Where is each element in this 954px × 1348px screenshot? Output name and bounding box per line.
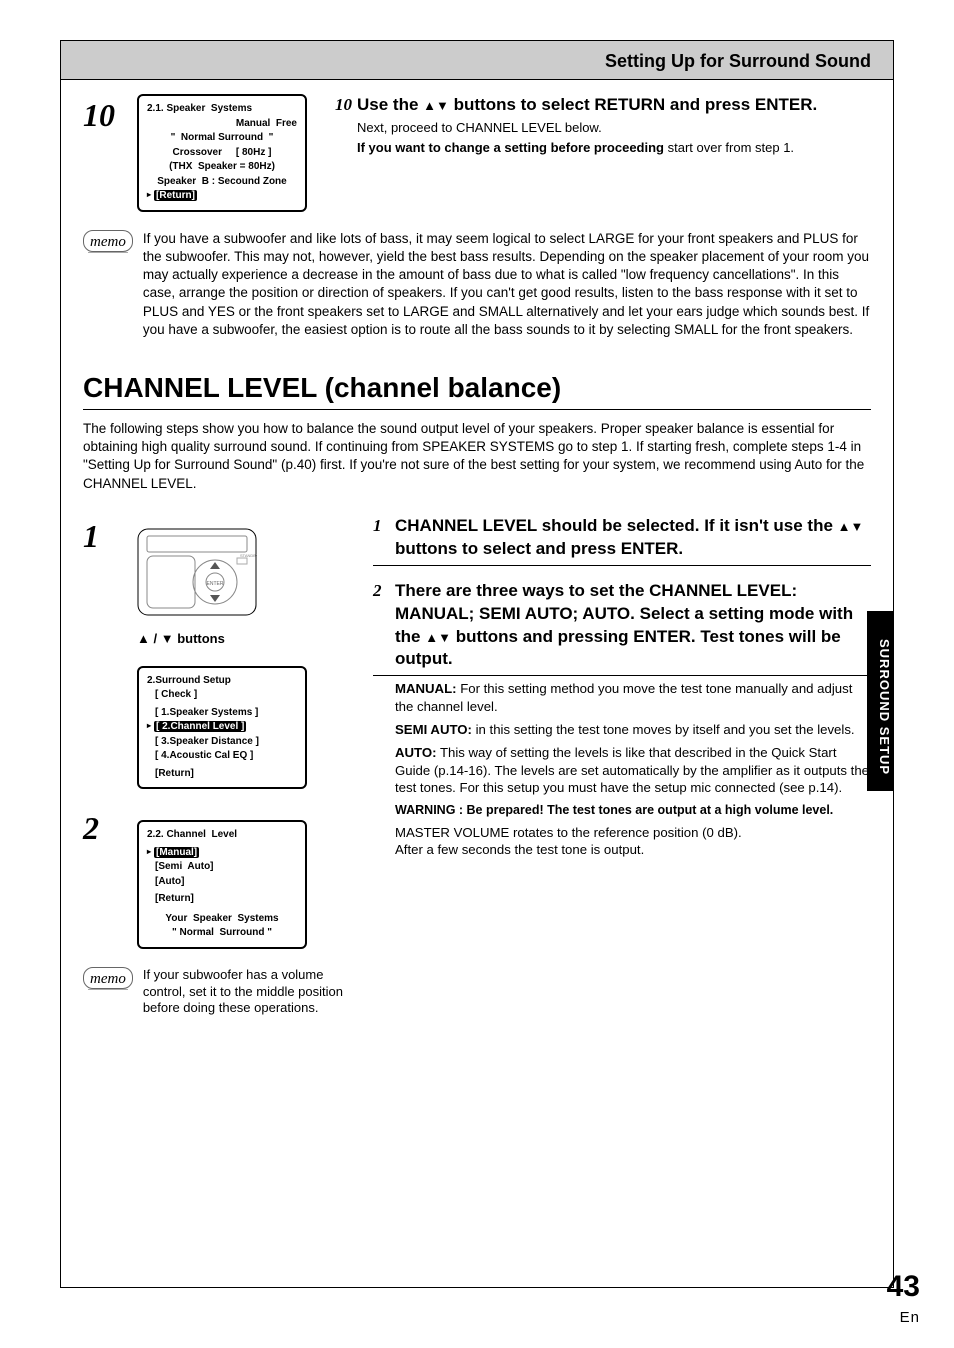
osd-thx: (THX Speaker = 80Hz) bbox=[147, 160, 297, 174]
osd-item-selected: [ 2.Channel Level ] bbox=[147, 720, 297, 734]
osd-line: " Normal Surround " bbox=[147, 131, 297, 145]
memo-row-1: memo If you have a subwoofer and like lo… bbox=[83, 230, 871, 339]
step-10-sub2: If you want to change a setting before p… bbox=[357, 139, 871, 157]
updown-buttons-label: ▲ / ▼ buttons bbox=[137, 630, 343, 648]
body-text: in this setting the test tone moves by i… bbox=[472, 722, 855, 737]
steps-two-col: 1 ENTER STANDBY bbox=[83, 515, 871, 1018]
up-triangle-icon: ▲ bbox=[137, 631, 150, 646]
page-number-block: 43 En bbox=[887, 1267, 920, 1328]
memo-row-2: memo If your subwoofer has a volume cont… bbox=[83, 967, 343, 1018]
osd-crossover: Crossover [ 80Hz ] bbox=[147, 146, 297, 160]
osd-speaker-b: Speaker B : Secound Zone bbox=[147, 175, 297, 189]
memo-badge: memo bbox=[83, 967, 133, 989]
lead-label: AUTO: bbox=[395, 745, 437, 760]
page-content: 10 2.1. Speaker Systems Manual Free " No… bbox=[61, 80, 893, 1039]
step-2-body: MANUAL: For this setting method you move… bbox=[395, 680, 871, 859]
step-10-instruction: 10 Use the ▲▼ buttons to select RETURN a… bbox=[335, 94, 871, 212]
step-1-number: 1 bbox=[83, 515, 131, 558]
osd-item: [ 3.Speaker Distance ] bbox=[155, 735, 297, 749]
left-column: 1 ENTER STANDBY bbox=[83, 515, 343, 1018]
step-10-row: 10 2.1. Speaker Systems Manual Free " No… bbox=[83, 94, 871, 212]
step-10-sub1: Next, proceed to CHANNEL LEVEL below. bbox=[357, 119, 871, 137]
osd-return-highlight: [Return] bbox=[154, 190, 197, 201]
body-text: This way of setting the levels is like t… bbox=[395, 745, 869, 796]
osd-screen-surround-setup: 2.Surround Setup [ Check ] [ 1.Speaker S… bbox=[137, 666, 307, 790]
osd-item: [ 4.Acoustic Cal EQ ] bbox=[155, 749, 297, 763]
right-column: 1 CHANNEL LEVEL should be selected. If i… bbox=[373, 515, 871, 1018]
memo-text: If you have a subwoofer and like lots of… bbox=[143, 230, 871, 339]
label-text: buttons bbox=[174, 631, 225, 646]
tail-text: After a few seconds the test tone is out… bbox=[395, 841, 871, 859]
osd-item: [ 1.Speaker Systems ] bbox=[155, 706, 297, 720]
manual-desc: MANUAL: For this setting method you move… bbox=[395, 680, 871, 716]
memo-badge: memo bbox=[83, 230, 133, 252]
svg-text:STANDBY: STANDBY bbox=[240, 553, 257, 558]
channel-level-heading: CHANNEL LEVEL (channel balance) bbox=[83, 369, 871, 410]
bold-text: If you want to change a setting before p… bbox=[357, 140, 664, 155]
lead-label: MANUAL: bbox=[395, 681, 457, 696]
heading-text: buttons to select and press ENTER. bbox=[395, 539, 683, 558]
warning-text: WARNING : Be prepared! The test tones ar… bbox=[395, 802, 871, 818]
osd-manual-selected: [Manual] bbox=[147, 846, 297, 860]
right-step-2: 2 There are three ways to set the CHANNE… bbox=[373, 580, 871, 860]
osd-auto: [Auto] bbox=[155, 875, 297, 889]
osd-return-row: [Return] bbox=[147, 189, 297, 203]
body-text: For this setting method you move the tes… bbox=[395, 681, 852, 714]
heading-text: Use the bbox=[357, 95, 423, 114]
heading-text: buttons and pressing ENTER. Test tones w… bbox=[395, 627, 841, 669]
page-language: En bbox=[887, 1308, 920, 1328]
up-down-icon: ▲▼ bbox=[425, 630, 451, 645]
osd-title: 2.1. Speaker Systems bbox=[147, 102, 297, 116]
side-tab-surround-setup: SURROUND SETUP bbox=[867, 611, 893, 791]
osd-title: 2.Surround Setup bbox=[147, 674, 297, 688]
lead-label: SEMI AUTO: bbox=[395, 722, 472, 737]
osd-title: 2.2. Channel Level bbox=[147, 828, 297, 842]
svg-text:ENTER: ENTER bbox=[207, 581, 224, 587]
step-10-number: 10 bbox=[83, 94, 131, 212]
semiauto-desc: SEMI AUTO: in this setting the test tone… bbox=[395, 721, 871, 739]
tail-text: MASTER VOLUME rotates to the reference p… bbox=[395, 824, 871, 842]
up-down-icon: ▲▼ bbox=[423, 98, 449, 113]
osd-return: [Return] bbox=[155, 767, 297, 781]
remote-svg: ENTER STANDBY bbox=[137, 528, 257, 616]
osd-return: [Return] bbox=[155, 892, 297, 906]
osd-screen-channel-level: 2.2. Channel Level [Manual] [Semi Auto] … bbox=[137, 820, 307, 949]
osd-highlight: [ 2.Channel Level ] bbox=[154, 721, 246, 732]
osd-footer: " Normal Surround " bbox=[147, 926, 297, 940]
step-2-heading: There are three ways to set the CHANNEL … bbox=[395, 580, 871, 672]
page-number: 43 bbox=[887, 1267, 920, 1308]
plain-text: start over from step 1. bbox=[668, 140, 794, 155]
slash: / bbox=[150, 631, 161, 646]
step-2-number: 2 bbox=[83, 807, 131, 850]
osd-highlight: [Manual] bbox=[154, 847, 199, 858]
right-step-1: 1 CHANNEL LEVEL should be selected. If i… bbox=[373, 515, 871, 566]
up-down-icon: ▲▼ bbox=[838, 519, 864, 534]
heading-text: CHANNEL LEVEL should be selected. If it … bbox=[395, 516, 838, 535]
step-10-heading: Use the ▲▼ buttons to select RETURN and … bbox=[357, 94, 871, 117]
channel-level-intro: The following steps show you how to bala… bbox=[83, 420, 871, 493]
osd-footer: Your Speaker Systems bbox=[147, 912, 297, 926]
memo-text: If your subwoofer has a volume control, … bbox=[143, 967, 343, 1018]
auto-desc: AUTO: This way of setting the levels is … bbox=[395, 744, 871, 797]
osd-check: [ Check ] bbox=[155, 688, 297, 702]
osd-semi-auto: [Semi Auto] bbox=[155, 860, 297, 874]
page-frame: Setting Up for Surround Sound 10 2.1. Sp… bbox=[60, 40, 894, 1288]
osd-screen-speaker-systems: 2.1. Speaker Systems Manual Free " Norma… bbox=[137, 94, 307, 212]
step-1-heading: CHANNEL LEVEL should be selected. If it … bbox=[395, 515, 871, 561]
heading-text: buttons to select RETURN and press ENTER… bbox=[449, 95, 817, 114]
down-triangle-icon: ▼ bbox=[161, 631, 174, 646]
section-header: Setting Up for Surround Sound bbox=[61, 41, 893, 80]
step-2-inline-number: 2 bbox=[373, 580, 395, 672]
step-1-inline-number: 1 bbox=[373, 515, 395, 561]
osd-line: Manual Free bbox=[147, 117, 297, 131]
remote-illustration: ENTER STANDBY bbox=[137, 528, 257, 616]
step-10-inline-number: 10 bbox=[335, 94, 357, 117]
